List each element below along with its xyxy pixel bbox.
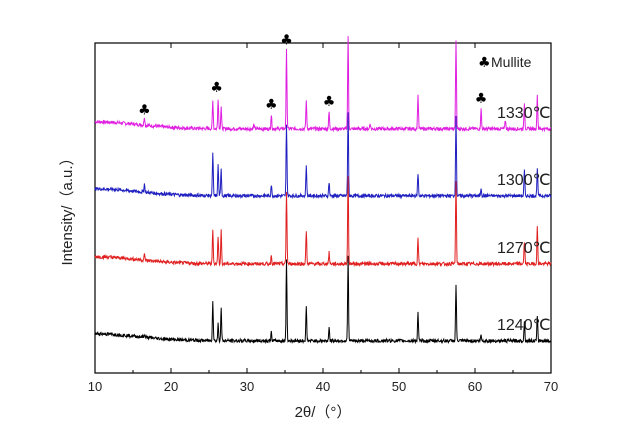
series-line	[94, 176, 552, 268]
series-line	[94, 255, 552, 345]
mullite-marker: ♣	[280, 32, 293, 48]
series-label: 1270℃	[497, 240, 551, 257]
y-axis-title: Intensity/（a.u.）	[59, 150, 76, 265]
mullite-marker: ♣	[475, 91, 488, 107]
mullite-marker: ♣	[210, 80, 223, 96]
x-tick-label: 70	[544, 379, 558, 394]
x-tick-label: 30	[240, 379, 254, 394]
x-tick-label: 60	[468, 379, 482, 394]
x-axis-title: 2θ/（°）	[295, 404, 352, 421]
x-axis-ticks: 10 20 30 40 50 60 70	[88, 43, 558, 394]
series-label: 1300℃	[497, 172, 551, 189]
mullite-marker: ♣	[323, 94, 336, 110]
series-layer	[94, 36, 552, 345]
x-tick-label: 20	[164, 379, 178, 394]
legend: ♣ Mullite	[478, 54, 532, 71]
x-tick-label: 40	[316, 379, 330, 394]
series-line	[94, 36, 552, 133]
legend-label: Mullite	[491, 54, 532, 70]
x-tick-label: 10	[88, 379, 102, 394]
series-label-layer: 1330℃ 1300℃ 1270℃ 1240℃	[497, 105, 551, 334]
mullite-marker: ♣	[138, 102, 151, 118]
x-tick-label: 50	[392, 379, 406, 394]
series-line	[94, 112, 552, 200]
marker-layer: ♣ ♣ ♣ ♣ ♣ ♣	[138, 32, 487, 118]
mullite-marker: ♣	[265, 97, 278, 113]
series-label: 1330℃	[497, 105, 551, 122]
series-label: 1240℃	[497, 317, 551, 334]
legend-club-icon: ♣	[478, 55, 491, 71]
